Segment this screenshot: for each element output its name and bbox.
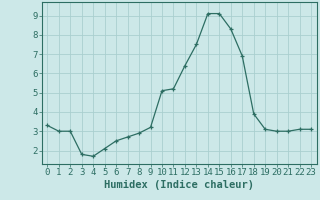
X-axis label: Humidex (Indice chaleur): Humidex (Indice chaleur) [104, 180, 254, 190]
